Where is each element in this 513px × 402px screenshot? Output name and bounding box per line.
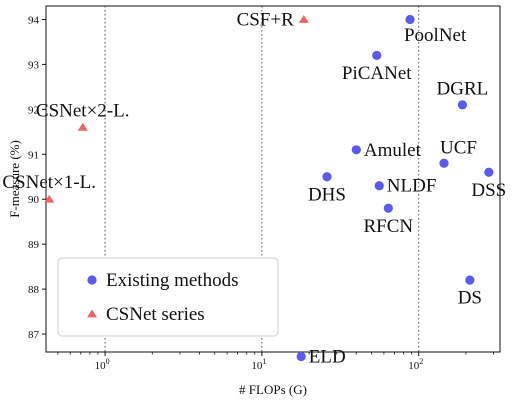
y-tick-label: 90 [28, 194, 40, 206]
point-label: RFCN [363, 216, 413, 237]
x-tick-base: 10 [408, 360, 420, 372]
legend-label-existing: Existing methods [106, 270, 238, 291]
y-tick-label: 93 [28, 59, 40, 71]
legend: Existing methods CSNet series [57, 257, 279, 337]
x-tick-exponent: 2 [419, 357, 423, 366]
point-nldf [374, 181, 384, 191]
y-tick-label: 91 [28, 149, 39, 161]
point-label: PoolNet [404, 25, 467, 46]
point-dgrl [457, 100, 468, 110]
point-csf-r [298, 14, 309, 23]
legend-marker-existing [87, 275, 97, 285]
y-tick-label: 92 [28, 104, 39, 116]
legend-box [57, 257, 279, 337]
point-csnet-2-l- [77, 122, 88, 131]
x-tick-exponent: 1 [262, 357, 266, 366]
point-label: NLDF [387, 176, 437, 197]
point-layer [44, 14, 494, 362]
point-dhs [322, 172, 332, 182]
point-amulet [351, 145, 361, 155]
x-tick-label: 101 [251, 357, 266, 372]
y-tick-label: 88 [28, 284, 40, 296]
x-tick-label: 102 [408, 357, 423, 372]
point-label: DS [458, 288, 482, 309]
point-label: Amulet [364, 140, 422, 161]
point-ucf [439, 158, 449, 168]
point-label: CSNet×2-L. [36, 100, 130, 121]
x-axis-label: # FLOPs (G) [239, 382, 307, 397]
legend-marker-csnet [87, 309, 97, 318]
y-tick-label: 89 [28, 239, 40, 251]
x-tick-exponent: 0 [106, 357, 110, 366]
label-layer: PoolNet PiCANet DGRL Amulet UCF DSS DHS NLDF RFC… [2, 9, 506, 367]
point-label: ELD [309, 346, 346, 367]
point-label: CSNet×1-L. [2, 172, 96, 193]
plot-frame [45, 5, 501, 353]
point-csnet-1-l- [44, 194, 55, 203]
point-label: DHS [308, 184, 346, 205]
point-rfcn [383, 203, 393, 213]
x-tick-base: 10 [95, 360, 107, 372]
y-axis-label: F-measure (%) [7, 140, 22, 218]
point-label: UCF [440, 138, 477, 159]
point-dss [484, 167, 494, 177]
y-tick-label: 87 [28, 329, 40, 341]
point-label: CSF+R [237, 9, 295, 30]
y-tick-label: 94 [28, 14, 40, 26]
legend-label-csnet: CSNet series [106, 304, 205, 325]
point-poolnet [405, 14, 415, 25]
point-label: PiCANet [342, 63, 412, 84]
point-label: DGRL [437, 78, 489, 99]
point-eld [296, 351, 306, 362]
x-tick-label: 100 [95, 357, 110, 372]
x-tick-base: 10 [251, 360, 263, 372]
point-picanet [372, 50, 382, 61]
point-label: DSS [471, 180, 506, 201]
point-ds [465, 275, 475, 285]
